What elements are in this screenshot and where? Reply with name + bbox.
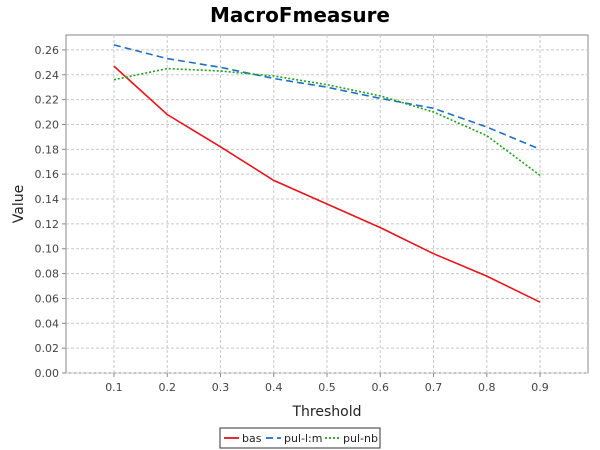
- legend-label-bas: bas: [242, 432, 262, 445]
- y-axis-label: Value: [11, 185, 27, 223]
- x-tick-label: 0.2: [158, 381, 176, 394]
- x-tick-label: 0.8: [478, 381, 496, 394]
- x-tick-label: 0.6: [372, 381, 390, 394]
- legend-label-pul-nb: pul-nb: [343, 432, 378, 445]
- x-tick-label: 0.9: [531, 381, 549, 394]
- y-tick-label: 0.00: [35, 367, 60, 380]
- y-tick-label: 0.22: [35, 94, 60, 107]
- y-tick-label: 0.16: [35, 168, 60, 181]
- y-tick-label: 0.04: [35, 317, 60, 330]
- y-tick-label: 0.24: [35, 69, 60, 82]
- legend-label-pul-l:m: pul-l:m: [284, 432, 322, 445]
- grid-lines: [66, 35, 588, 374]
- x-axis-label: Threshold: [292, 404, 362, 420]
- series-line-bas: [113, 65, 541, 303]
- y-tick-label: 0.12: [35, 218, 60, 231]
- y-tick-label: 0.14: [35, 193, 60, 206]
- y-tick-label: 0.06: [35, 292, 60, 305]
- series-lines: [113, 44, 541, 303]
- x-tick-label: 0.4: [265, 381, 283, 394]
- x-tick-label: 0.7: [425, 381, 443, 394]
- y-tick-label: 0.20: [35, 118, 60, 131]
- y-tick-label: 0.18: [35, 143, 60, 156]
- x-axis: 0.1 0.2 0.3 0.4 0.5 0.6 0.7 0.8 0.9: [105, 373, 549, 394]
- x-tick-label: 0.1: [105, 381, 123, 394]
- y-tick-label: 0.26: [35, 44, 60, 57]
- y-axis: 0.00 0.02 0.04 0.06 0.08 0.10 0.12 0.14 0.16 0.18…: [35, 44, 66, 380]
- y-tick-label: 0.02: [35, 342, 60, 355]
- legend: bas pul-l:m pul-nb: [219, 427, 381, 449]
- series-line-pul-nb: [113, 67, 541, 177]
- chart-title: MacroFmeasure: [210, 3, 390, 27]
- x-tick-label: 0.3: [212, 381, 230, 394]
- series-line-pul-l:m: [113, 44, 541, 151]
- y-tick-label: 0.10: [35, 243, 60, 256]
- x-tick-label: 0.5: [318, 381, 336, 394]
- legend-box: [219, 427, 381, 449]
- y-tick-label: 0.08: [35, 268, 60, 281]
